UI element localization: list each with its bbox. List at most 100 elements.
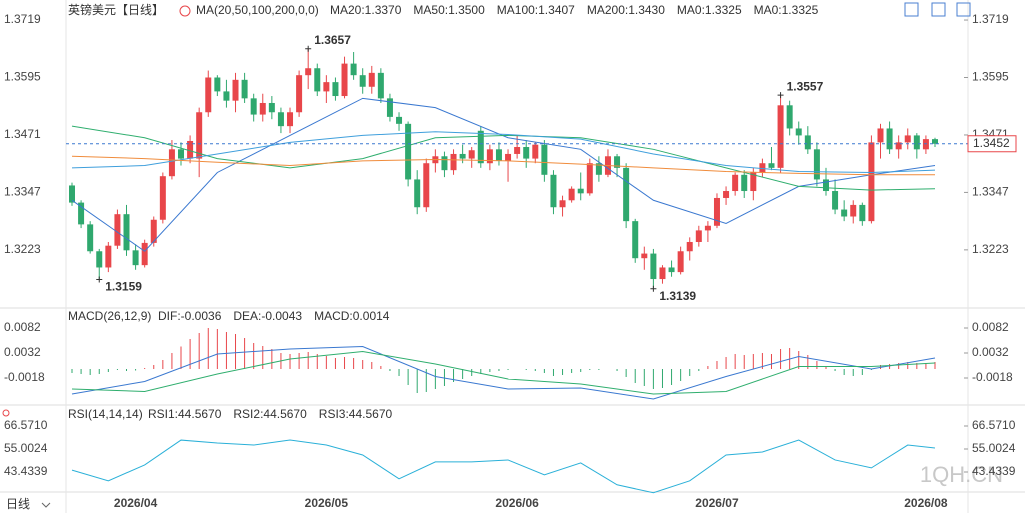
candle-body	[377, 72, 384, 99]
candle-body	[468, 150, 475, 159]
candle-body	[804, 135, 811, 150]
candle-body	[341, 63, 348, 97]
ma-line	[71, 155, 935, 176]
candle-body	[268, 102, 275, 113]
y-tick-label: 66.5710	[4, 418, 48, 432]
y-tick-label: 1.3595	[972, 70, 1009, 84]
candle-body	[659, 267, 666, 280]
extreme-label: 1.3159	[105, 280, 142, 294]
candle-body	[196, 112, 203, 159]
rsi-icon	[2, 409, 10, 417]
legend-entry: MA0:1.3325	[754, 3, 819, 17]
candle-body	[832, 191, 839, 210]
candle-body	[932, 139, 938, 144]
candle-body	[704, 225, 711, 231]
legend-entry: MA20:1.3370	[330, 3, 402, 17]
candle-body	[350, 63, 357, 76]
candle-body	[523, 147, 530, 159]
candle-body	[386, 98, 393, 117]
dropdown-icon[interactable]	[41, 502, 51, 508]
candle-body	[723, 191, 730, 198]
candle-body	[495, 149, 502, 161]
candle-body	[241, 79, 248, 99]
legend-entry: MA50:1.3500	[413, 3, 485, 17]
move-icon[interactable]	[904, 2, 919, 17]
extreme-marker	[305, 45, 312, 52]
candle-body	[777, 105, 784, 168]
candle-body	[178, 149, 185, 159]
candle-body	[759, 163, 766, 173]
y-tick-label: 1.3223	[4, 242, 41, 256]
y-tick-label: 0.0032	[972, 345, 1009, 359]
candle-body	[78, 202, 85, 225]
macd-line	[71, 345, 936, 400]
candle-body	[459, 153, 466, 159]
legend-entry: RSI1:44.5670	[148, 407, 222, 421]
candle-body	[686, 241, 693, 252]
rsi-line	[71, 439, 936, 494]
candle-body	[114, 214, 121, 246]
y-tick-label: 1.3719	[972, 12, 1009, 26]
candle-body	[486, 149, 493, 164]
x-tick-label: 2026/05	[305, 496, 349, 510]
candle-body	[277, 112, 284, 127]
settings-icon[interactable]	[179, 5, 191, 17]
candle-body	[568, 188, 575, 201]
period-label[interactable]: 日线	[6, 497, 30, 511]
candle-body	[168, 149, 175, 177]
candle-body	[695, 230, 702, 242]
candle-body	[287, 112, 294, 127]
candle-body	[323, 82, 330, 92]
candle-body	[159, 176, 166, 220]
macd-title: MACD(26,12,9)	[68, 309, 151, 323]
y-tick-label: 1.3347	[4, 185, 41, 199]
y-tick-label: 0.0082	[4, 320, 41, 334]
ma-title: MA(20,50,100,200,0,0)	[196, 3, 319, 17]
y-tick-label: -0.0018	[972, 370, 1013, 384]
price-tag-label: 1.3452	[973, 136, 1010, 150]
candle-body	[614, 156, 621, 168]
candle-body	[768, 163, 775, 168]
legend-entry: MACD:0.0014	[314, 309, 390, 323]
x-tick-label: 2026/04	[114, 496, 158, 510]
add-icon[interactable]	[931, 2, 946, 17]
y-tick-label: 1.3595	[4, 70, 41, 84]
close-icon[interactable]	[956, 2, 971, 17]
candle-body	[741, 174, 748, 192]
candle-body	[332, 82, 339, 97]
y-tick-label: 55.0024	[972, 441, 1016, 455]
candle-body	[405, 123, 412, 180]
candle-body	[822, 179, 829, 192]
candle-body	[477, 130, 484, 164]
candle-body	[886, 128, 893, 150]
candle-body	[87, 224, 94, 252]
candle-body	[187, 140, 194, 159]
x-tick-label: 2026/08	[904, 496, 948, 510]
y-tick-label: 43.4339	[4, 464, 48, 478]
legend-entry: RSI3:44.5670	[319, 407, 393, 421]
candle-body	[132, 250, 139, 266]
extreme-label: 1.3139	[659, 289, 696, 303]
candle-body	[214, 77, 221, 92]
candle-body	[314, 68, 321, 92]
candle-body	[586, 163, 593, 194]
candle-body	[359, 75, 366, 87]
extreme-label: 1.3657	[314, 33, 351, 47]
candle-body	[668, 267, 675, 273]
candle-body	[677, 251, 684, 273]
extreme-marker	[777, 92, 784, 99]
candle-body	[223, 91, 230, 101]
candle-body	[205, 77, 212, 113]
macd-line	[71, 350, 936, 395]
x-tick-label: 2026/06	[495, 496, 539, 510]
candle-body	[368, 72, 375, 87]
candle-body	[250, 98, 257, 115]
candle-body	[913, 135, 920, 150]
extreme-marker	[96, 276, 103, 283]
candle-body	[550, 174, 557, 208]
candle-body	[632, 221, 639, 259]
candle-body	[868, 142, 875, 222]
candle-body	[423, 163, 430, 208]
